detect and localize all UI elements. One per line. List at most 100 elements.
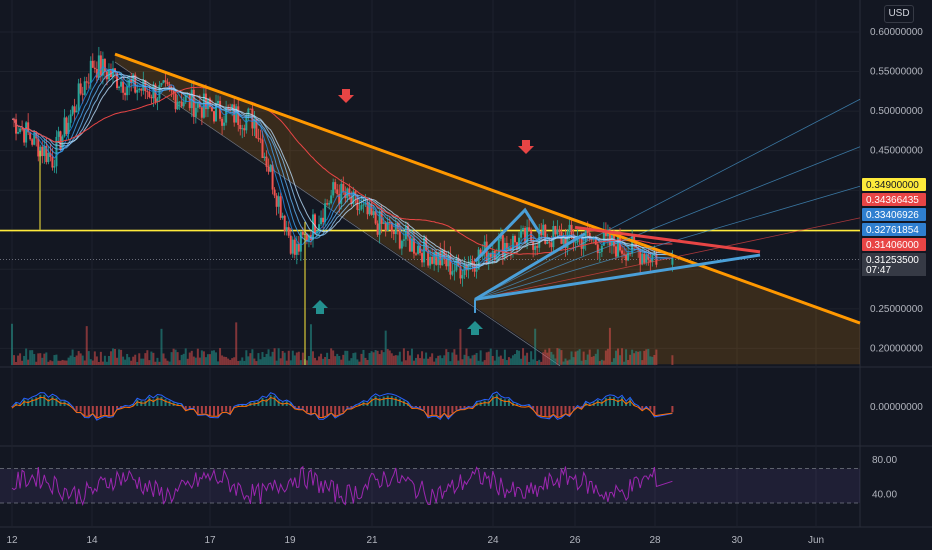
volume-bar xyxy=(459,328,462,365)
candle-body xyxy=(596,244,599,254)
candle-body xyxy=(314,214,316,234)
volume-bar xyxy=(542,352,545,365)
macd-bar xyxy=(293,406,296,408)
candle-body xyxy=(469,260,472,265)
volume-bar xyxy=(255,361,258,365)
candle-body xyxy=(277,196,280,207)
volume-bar xyxy=(198,357,201,365)
macd-bar xyxy=(447,406,450,417)
macd-bar xyxy=(156,396,159,406)
candle-body xyxy=(81,93,84,95)
volume-bar xyxy=(15,361,18,365)
candle-body xyxy=(59,131,62,151)
currency-badge[interactable]: USD xyxy=(884,5,914,23)
candle-body xyxy=(338,193,341,204)
volume-bar xyxy=(540,361,543,365)
volume-bar xyxy=(77,351,80,365)
volume-bar xyxy=(73,356,76,365)
volume-bar xyxy=(429,356,432,365)
volume-bar xyxy=(604,350,607,365)
volume-bar xyxy=(97,361,100,365)
volume-bar xyxy=(27,359,30,365)
candle-body xyxy=(122,81,125,93)
candle-body xyxy=(334,182,337,190)
candle-body xyxy=(362,204,365,206)
rsi-line xyxy=(11,465,673,506)
candle-body xyxy=(465,264,468,271)
volume-bar xyxy=(629,354,632,365)
candle-body xyxy=(33,132,36,145)
volume-bar xyxy=(463,354,466,365)
volume-bar xyxy=(215,352,218,365)
candle-body xyxy=(65,117,68,134)
volume-bar xyxy=(136,361,139,365)
macd-bar xyxy=(629,398,632,406)
volume-bar xyxy=(558,348,561,365)
macd-bar xyxy=(245,404,248,406)
candle-body xyxy=(162,80,165,83)
volume-bar xyxy=(392,355,395,365)
candle-body xyxy=(31,139,34,145)
macd-bar xyxy=(136,399,139,406)
volume-bar xyxy=(588,349,591,365)
candle-body xyxy=(132,74,135,83)
candle-body xyxy=(227,107,230,109)
wedge-fill xyxy=(115,54,860,365)
buy-arrow-icon xyxy=(467,321,483,335)
rsi-tick-label: 80.00 xyxy=(872,455,897,466)
candle-body xyxy=(89,60,92,83)
volume-bar xyxy=(653,354,656,365)
candle-body xyxy=(608,231,611,246)
volume-bar xyxy=(455,354,458,365)
candle-body xyxy=(580,236,583,249)
candle-body xyxy=(221,118,224,126)
candle-body xyxy=(210,107,213,112)
volume-bar xyxy=(87,351,90,365)
volume-bar xyxy=(471,355,474,365)
volume-bar xyxy=(404,360,407,365)
volume-bar xyxy=(491,355,494,365)
candle-body xyxy=(639,250,642,265)
candle-body xyxy=(281,215,284,218)
candle-body xyxy=(49,152,52,157)
macd-bar xyxy=(491,395,494,406)
candle-body xyxy=(51,156,54,168)
volume-bar xyxy=(417,354,420,365)
volume-bar xyxy=(109,351,112,365)
volume-bar xyxy=(388,350,391,365)
fan-lower-line xyxy=(474,253,761,301)
volume-bar xyxy=(461,359,464,365)
volume-bar xyxy=(374,350,377,365)
volume-bar xyxy=(299,360,302,365)
candle-body xyxy=(479,249,482,257)
volume-bar xyxy=(570,351,573,365)
volume-bar xyxy=(469,358,472,365)
macd-bar xyxy=(39,394,42,406)
price-tick-label: 0.20000000 xyxy=(870,343,923,354)
volume-bar xyxy=(473,354,476,365)
candle-body xyxy=(172,91,175,94)
candle-body xyxy=(431,256,434,264)
candle-body xyxy=(378,211,381,235)
macd-bar xyxy=(596,399,599,406)
macd-bar xyxy=(83,406,86,416)
price-label-text: 0.31406000 xyxy=(866,240,919,251)
volume-bar xyxy=(326,352,329,365)
volume-bar xyxy=(548,348,551,365)
volume-bar xyxy=(457,360,460,365)
macd-bar xyxy=(334,406,337,416)
candle-body xyxy=(447,255,450,267)
volume-bar xyxy=(45,352,48,365)
candle-body xyxy=(487,252,490,263)
volume-bar xyxy=(586,354,589,365)
macd-bar xyxy=(265,398,268,406)
volume-bar xyxy=(225,356,228,365)
candle-body xyxy=(641,253,644,265)
macd-bar xyxy=(516,403,518,406)
candle-body xyxy=(305,233,308,241)
candle-body xyxy=(293,239,296,255)
candle-body xyxy=(352,191,355,205)
volume-bar xyxy=(210,350,213,365)
time-tick-label: 12 xyxy=(6,535,18,546)
